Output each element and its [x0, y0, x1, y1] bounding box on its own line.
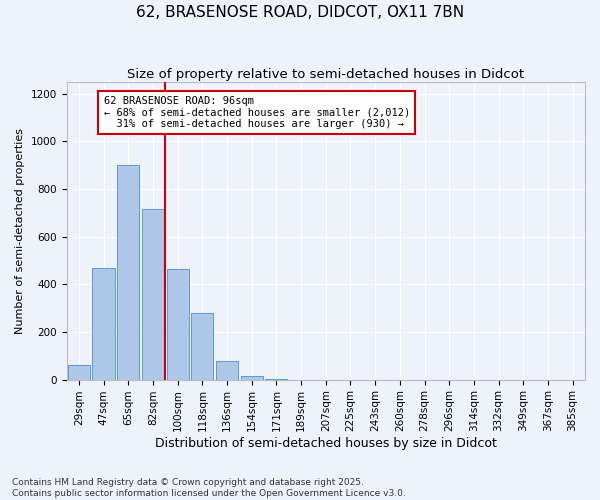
Bar — [191, 313, 214, 380]
Bar — [216, 360, 238, 380]
Text: 62, BRASENOSE ROAD, DIDCOT, OX11 7BN: 62, BRASENOSE ROAD, DIDCOT, OX11 7BN — [136, 5, 464, 20]
Text: Contains HM Land Registry data © Crown copyright and database right 2025.
Contai: Contains HM Land Registry data © Crown c… — [12, 478, 406, 498]
Y-axis label: Number of semi-detached properties: Number of semi-detached properties — [15, 128, 25, 334]
Title: Size of property relative to semi-detached houses in Didcot: Size of property relative to semi-detach… — [127, 68, 524, 80]
Bar — [265, 379, 287, 380]
Bar — [142, 209, 164, 380]
Bar — [167, 269, 189, 380]
Bar — [68, 366, 90, 380]
Text: 62 BRASENOSE ROAD: 96sqm
← 68% of semi-detached houses are smaller (2,012)
  31%: 62 BRASENOSE ROAD: 96sqm ← 68% of semi-d… — [104, 96, 410, 129]
Bar — [117, 165, 139, 380]
Bar — [241, 376, 263, 380]
Bar — [92, 268, 115, 380]
X-axis label: Distribution of semi-detached houses by size in Didcot: Distribution of semi-detached houses by … — [155, 437, 497, 450]
